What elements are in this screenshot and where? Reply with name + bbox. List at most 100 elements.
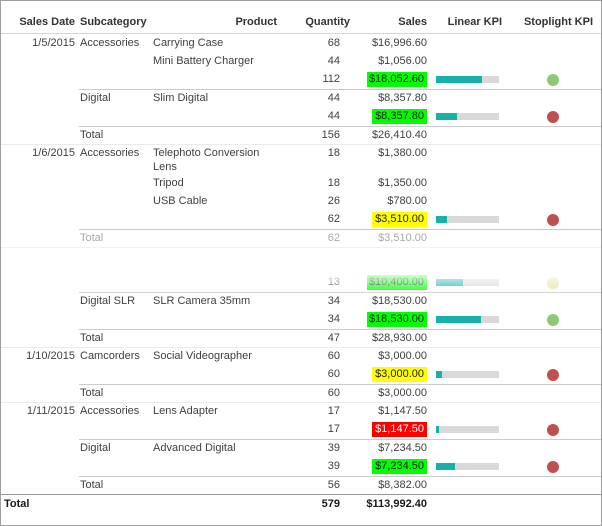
cell-sales: $28,930.00: [371, 331, 427, 344]
cell-product: Carrying Case: [153, 36, 224, 49]
cell-product: Slim Digital: [153, 91, 209, 104]
cell-stoplight-kpi: [506, 276, 600, 289]
cell-product: SLR Camera 35mm: [153, 294, 251, 307]
table-row: Total 579 $113,992.40: [1, 494, 601, 514]
column-header-stoplight-kpi: Stoplight KPI: [523, 16, 593, 28]
column-header-sales-date: Sales Date: [19, 16, 75, 28]
cell-stoplight-kpi: [506, 368, 600, 381]
table-row: 1/6/2015 Accessories Telephoto Conversio…: [1, 144, 601, 174]
cell-stoplight-kpi: [506, 213, 600, 226]
cell-subcategory: Total: [80, 231, 104, 244]
cell-subcategory: Accessories: [80, 36, 140, 49]
sales-highlight-green: $8,357.80: [372, 109, 427, 124]
cell-quantity: 56: [327, 478, 340, 491]
cell-stoplight-kpi: [506, 460, 600, 473]
stoplight-green-icon: [547, 313, 559, 326]
cell-quantity: 44: [327, 54, 340, 67]
cell-sales-date: 1/6/2015: [32, 147, 75, 159]
column-header-linear-kpi: Linear KPI: [447, 16, 502, 28]
cell-product: Tripod: [153, 176, 184, 189]
cell-product: USB Cable: [153, 194, 208, 207]
cell-sales: $3,000.00: [378, 386, 427, 399]
cell-quantity: 44: [327, 91, 340, 104]
cell-quantity: 17: [327, 404, 340, 417]
cell-product: Telephoto Conversion Lens: [153, 147, 260, 173]
table-body: 1/5/2015 Accessories Carrying Case 68 $1…: [1, 34, 601, 514]
cell-sales-date: Total: [4, 497, 30, 510]
table-row: 13 $10,400.00: [1, 273, 601, 292]
table-row: 39 $7,234.50: [1, 457, 601, 476]
stoplight-red-icon: [547, 460, 559, 473]
cell-subcategory: Camcorders: [80, 349, 140, 362]
cell-sales: $18,530.00: [352, 312, 430, 327]
linear-kpi-fill: [436, 216, 447, 223]
cell-sales: $1,147.50: [378, 404, 427, 417]
sales-highlight-yellow: $3,510.00: [372, 212, 427, 227]
linear-kpi-fill: [436, 76, 482, 83]
cell-quantity: 13: [327, 276, 340, 288]
cell-quantity: 39: [327, 441, 340, 454]
cell-linear-kpi: [430, 113, 506, 120]
linear-kpi-fill: [436, 113, 457, 120]
linear-kpi-bar: [436, 371, 499, 378]
cell-sales-date: 1/11/2015: [26, 404, 75, 417]
cell-linear-kpi: [430, 144, 506, 146]
cell-product: Lens Adapter: [153, 404, 218, 417]
table-row: 1/5/2015 Accessories Carrying Case 68 $1…: [1, 34, 601, 52]
cell-quantity: 17: [327, 423, 340, 435]
table-row: 62 $3,510.00: [1, 210, 601, 229]
cell-sales: $1,147.50: [352, 422, 430, 437]
linear-kpi-fill: [436, 371, 442, 378]
cell-quantity: 60: [327, 368, 340, 380]
table-row: 17 $1,147.50: [1, 420, 601, 439]
table-header-row: Sales Date Subcategory Product Quantity …: [1, 1, 601, 34]
cell-sales: $18,530.00: [371, 294, 427, 307]
table-row: 60 $3,000.00: [1, 365, 601, 384]
cell-product: Social Videographer: [153, 349, 252, 362]
cell-stoplight-kpi: [506, 313, 600, 326]
table-row: Digital SLR SLR Camera 35mm 34 $18,530.0…: [1, 292, 601, 310]
stoplight-green-icon: [547, 73, 559, 86]
cell-subcategory: Accessories: [80, 404, 140, 417]
column-header-sales: Sales: [398, 16, 427, 28]
cell-quantity: 62: [327, 231, 340, 244]
linear-kpi-bar: [436, 316, 499, 323]
cell-quantity: 579: [321, 497, 340, 510]
linear-kpi-bar: [436, 279, 499, 286]
cell-quantity: 112: [322, 73, 340, 85]
cell-sales-date: 1/10/2015: [26, 349, 75, 362]
cell-sales: $8,357.80: [378, 91, 427, 104]
cell-sales: $26,410.40: [371, 128, 427, 141]
table-row: Total 60 $3,000.00: [1, 384, 601, 402]
column-header-subcategory: Subcategory: [80, 16, 147, 28]
cell-linear-kpi: [430, 316, 506, 323]
cell-subcategory: Total: [80, 478, 104, 491]
cell-subcategory: Total: [80, 331, 104, 344]
sales-highlight-yellow: $3,000.00: [372, 367, 427, 382]
cell-stoplight-kpi: [506, 423, 600, 436]
cell-product: Advanced Digital: [153, 441, 236, 454]
stoplight-red-icon: [547, 423, 559, 436]
table-row: Digital Advanced Digital 39 $7,234.50: [1, 439, 601, 457]
cell-stoplight-kpi: [506, 144, 600, 146]
cell-quantity: 68: [327, 36, 340, 49]
cell-sales: $3,510.00: [378, 231, 427, 244]
cell-quantity: 60: [327, 386, 340, 399]
cell-subcategory: Digital: [80, 441, 111, 454]
linear-kpi-bar: [436, 76, 499, 83]
cell-quantity: 156: [321, 128, 340, 141]
cell-subcategory: Accessories: [80, 147, 140, 159]
linear-kpi-fill: [436, 463, 455, 470]
cell-subcategory: Total: [80, 128, 104, 141]
column-header-quantity: Quantity: [305, 16, 350, 28]
table-row: 1/11/2015 Accessories Lens Adapter 17 $1…: [1, 402, 601, 420]
cell-linear-kpi: [430, 76, 506, 83]
cell-linear-kpi: [430, 279, 506, 286]
cell-stoplight-kpi: [506, 73, 600, 86]
cell-quantity: 62: [327, 213, 340, 225]
table-row: 112 $18,052.60: [1, 70, 601, 89]
cell-linear-kpi: [430, 216, 506, 223]
stoplight-red-icon: [547, 213, 559, 226]
stoplight-yellow-icon: [547, 276, 559, 289]
cell-quantity: 44: [327, 110, 340, 122]
